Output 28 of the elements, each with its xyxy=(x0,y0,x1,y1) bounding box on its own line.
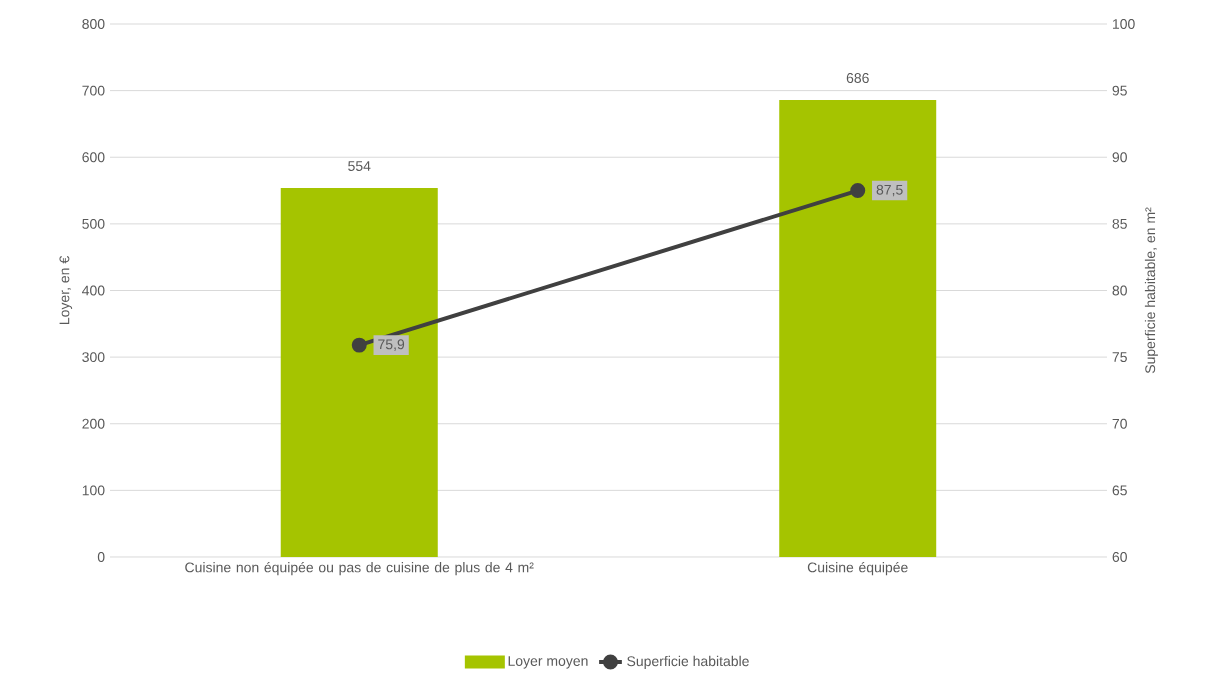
y-tick-label: 800 xyxy=(82,19,105,29)
legend-label: Loyer moyen xyxy=(508,656,588,669)
x-tick-label: Cuisine non équipée ou pas de cuisine de plus de 4 m² xyxy=(185,561,534,576)
y-tick-label: 700 xyxy=(82,85,105,96)
y2-tick-label: 70 xyxy=(1112,418,1127,429)
y-tick-label: 300 xyxy=(82,352,105,363)
y-axis-title: Loyer, en € xyxy=(59,256,73,324)
y2-tick-label: 95 xyxy=(1112,85,1127,96)
data-label: 75,9 xyxy=(378,339,405,351)
y2-tick-label: 90 xyxy=(1112,152,1127,163)
data-label: 554 xyxy=(348,161,371,171)
y2-tick-label: 80 xyxy=(1112,285,1127,296)
y-tick-label: 400 xyxy=(82,285,105,296)
y-tick-label: 600 xyxy=(82,152,105,163)
y2-tick-label: 60 xyxy=(1112,552,1127,562)
y-tick-label: 500 xyxy=(82,218,105,229)
x-tick-label: Cuisine équipée xyxy=(807,561,908,576)
y2-axis-title: Superficie habitable, en m² xyxy=(1144,207,1158,374)
legend-label: Superficie habitable xyxy=(627,655,749,669)
y2-tick-label: 85 xyxy=(1112,218,1127,229)
y2-tick-label: 100 xyxy=(1112,19,1135,29)
data-label: 87,5 xyxy=(876,184,903,197)
y2-tick-label: 65 xyxy=(1112,485,1127,496)
y2-tick-label: 75 xyxy=(1112,352,1127,363)
y-tick-label: 0 xyxy=(97,552,105,562)
data-label: 686 xyxy=(846,73,869,84)
y-tick-label: 100 xyxy=(82,485,105,496)
y-tick-label: 200 xyxy=(82,418,105,429)
